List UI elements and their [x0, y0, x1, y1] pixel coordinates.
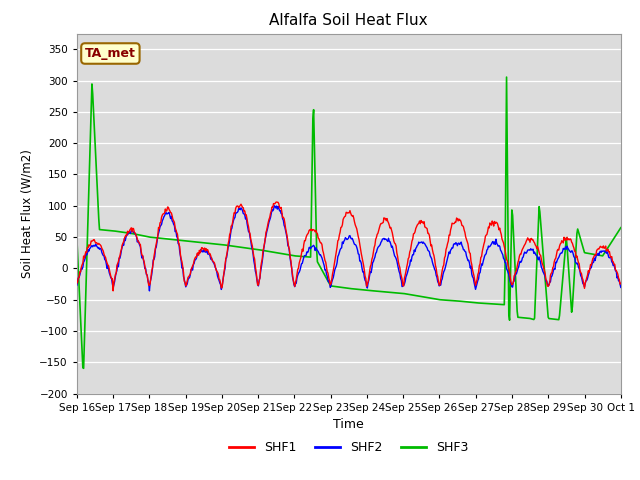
- SHF3: [416, 293, 424, 299]
- SHF3: [140, 233, 147, 239]
- Line: SHF2: SHF2: [77, 206, 621, 291]
- SHF2: [617, 285, 625, 290]
- SHF1: [109, 288, 117, 294]
- SHF3: [73, 234, 81, 240]
- SHF2: [417, 240, 424, 245]
- SHF3: [80, 365, 88, 371]
- SHF2: [83, 252, 90, 258]
- SHF2: [145, 288, 153, 294]
- SHF1: [433, 265, 440, 271]
- SHF3: [84, 236, 92, 242]
- SHF2: [73, 282, 81, 288]
- Text: TA_met: TA_met: [85, 47, 136, 60]
- SHF3: [431, 296, 439, 302]
- X-axis label: Time: Time: [333, 418, 364, 431]
- SHF1: [417, 221, 424, 227]
- SHF1: [195, 252, 202, 258]
- SHF1: [83, 250, 90, 255]
- SHF1: [617, 280, 625, 286]
- SHF1: [273, 199, 280, 205]
- SHF2: [271, 203, 278, 209]
- SHF3: [195, 240, 202, 245]
- SHF2: [223, 250, 231, 255]
- SHF2: [433, 273, 440, 278]
- Line: SHF1: SHF1: [77, 202, 621, 291]
- Line: SHF3: SHF3: [77, 77, 621, 368]
- SHF1: [73, 281, 81, 287]
- SHF2: [139, 253, 147, 259]
- Y-axis label: Soil Heat Flux (W/m2): Soil Heat Flux (W/m2): [20, 149, 34, 278]
- SHF1: [223, 248, 231, 254]
- SHF3: [223, 242, 231, 248]
- SHF1: [140, 256, 147, 262]
- SHF3: [502, 74, 510, 80]
- Legend: SHF1, SHF2, SHF3: SHF1, SHF2, SHF3: [224, 436, 474, 459]
- SHF2: [195, 250, 202, 256]
- SHF3: [617, 225, 625, 230]
- Title: Alfalfa Soil Heat Flux: Alfalfa Soil Heat Flux: [269, 13, 428, 28]
